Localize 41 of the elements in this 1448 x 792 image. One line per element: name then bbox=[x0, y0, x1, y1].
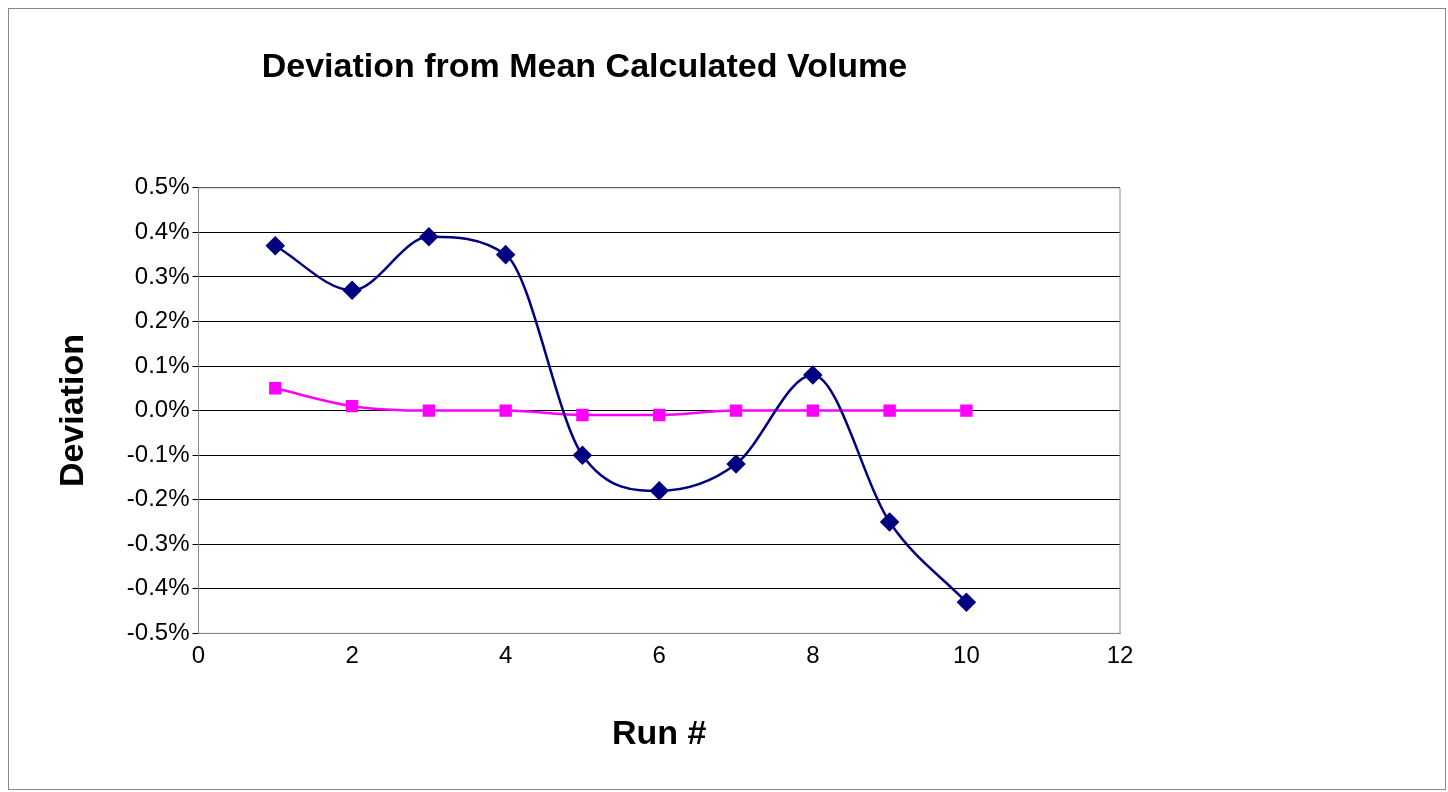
point bbox=[650, 481, 669, 501]
x-tick-label: 0 bbox=[191, 641, 206, 669]
y-tick-label: -0.4% bbox=[126, 573, 190, 601]
point bbox=[803, 365, 823, 385]
point bbox=[422, 404, 436, 417]
x-tick-label: 8 bbox=[806, 641, 820, 669]
chart-title: Deviation from Mean Calculated Volume bbox=[261, 45, 908, 84]
point bbox=[345, 399, 359, 413]
y-tick-label: -0.1% bbox=[126, 439, 190, 467]
point bbox=[957, 592, 976, 612]
x-tick-label: 12 bbox=[1106, 641, 1134, 669]
y-tick-label: -0.3% bbox=[126, 528, 190, 556]
point bbox=[960, 404, 973, 417]
y-tick-label: 0.5% bbox=[134, 172, 190, 200]
point bbox=[269, 382, 282, 395]
point bbox=[729, 404, 743, 417]
x-tick-label: 2 bbox=[345, 641, 359, 669]
point bbox=[342, 281, 362, 300]
y-tick-label: -0.2% bbox=[126, 484, 190, 512]
point bbox=[653, 408, 666, 422]
point bbox=[880, 512, 899, 532]
y-tick-label: 0.4% bbox=[134, 216, 190, 244]
x-tick-label: 4 bbox=[498, 641, 513, 669]
point bbox=[576, 408, 589, 422]
y-tick-label: -0.5% bbox=[126, 618, 190, 646]
x-axis-title: Run # bbox=[612, 712, 707, 751]
point bbox=[883, 404, 896, 417]
point bbox=[499, 404, 512, 417]
y-tick-label: 0.3% bbox=[134, 261, 190, 289]
y-tick-label: 0.1% bbox=[134, 350, 190, 378]
x-tick-label: 6 bbox=[652, 641, 666, 669]
y-axis-title: Deviation bbox=[51, 334, 90, 488]
point bbox=[266, 236, 285, 255]
point bbox=[806, 404, 820, 417]
point bbox=[573, 445, 592, 465]
y-tick-label: 0.2% bbox=[134, 306, 190, 334]
y-tick-label: 0.0% bbox=[134, 395, 190, 423]
point bbox=[496, 245, 515, 264]
point bbox=[726, 454, 746, 474]
x-tick-label: 10 bbox=[953, 641, 980, 669]
point bbox=[419, 227, 439, 247]
